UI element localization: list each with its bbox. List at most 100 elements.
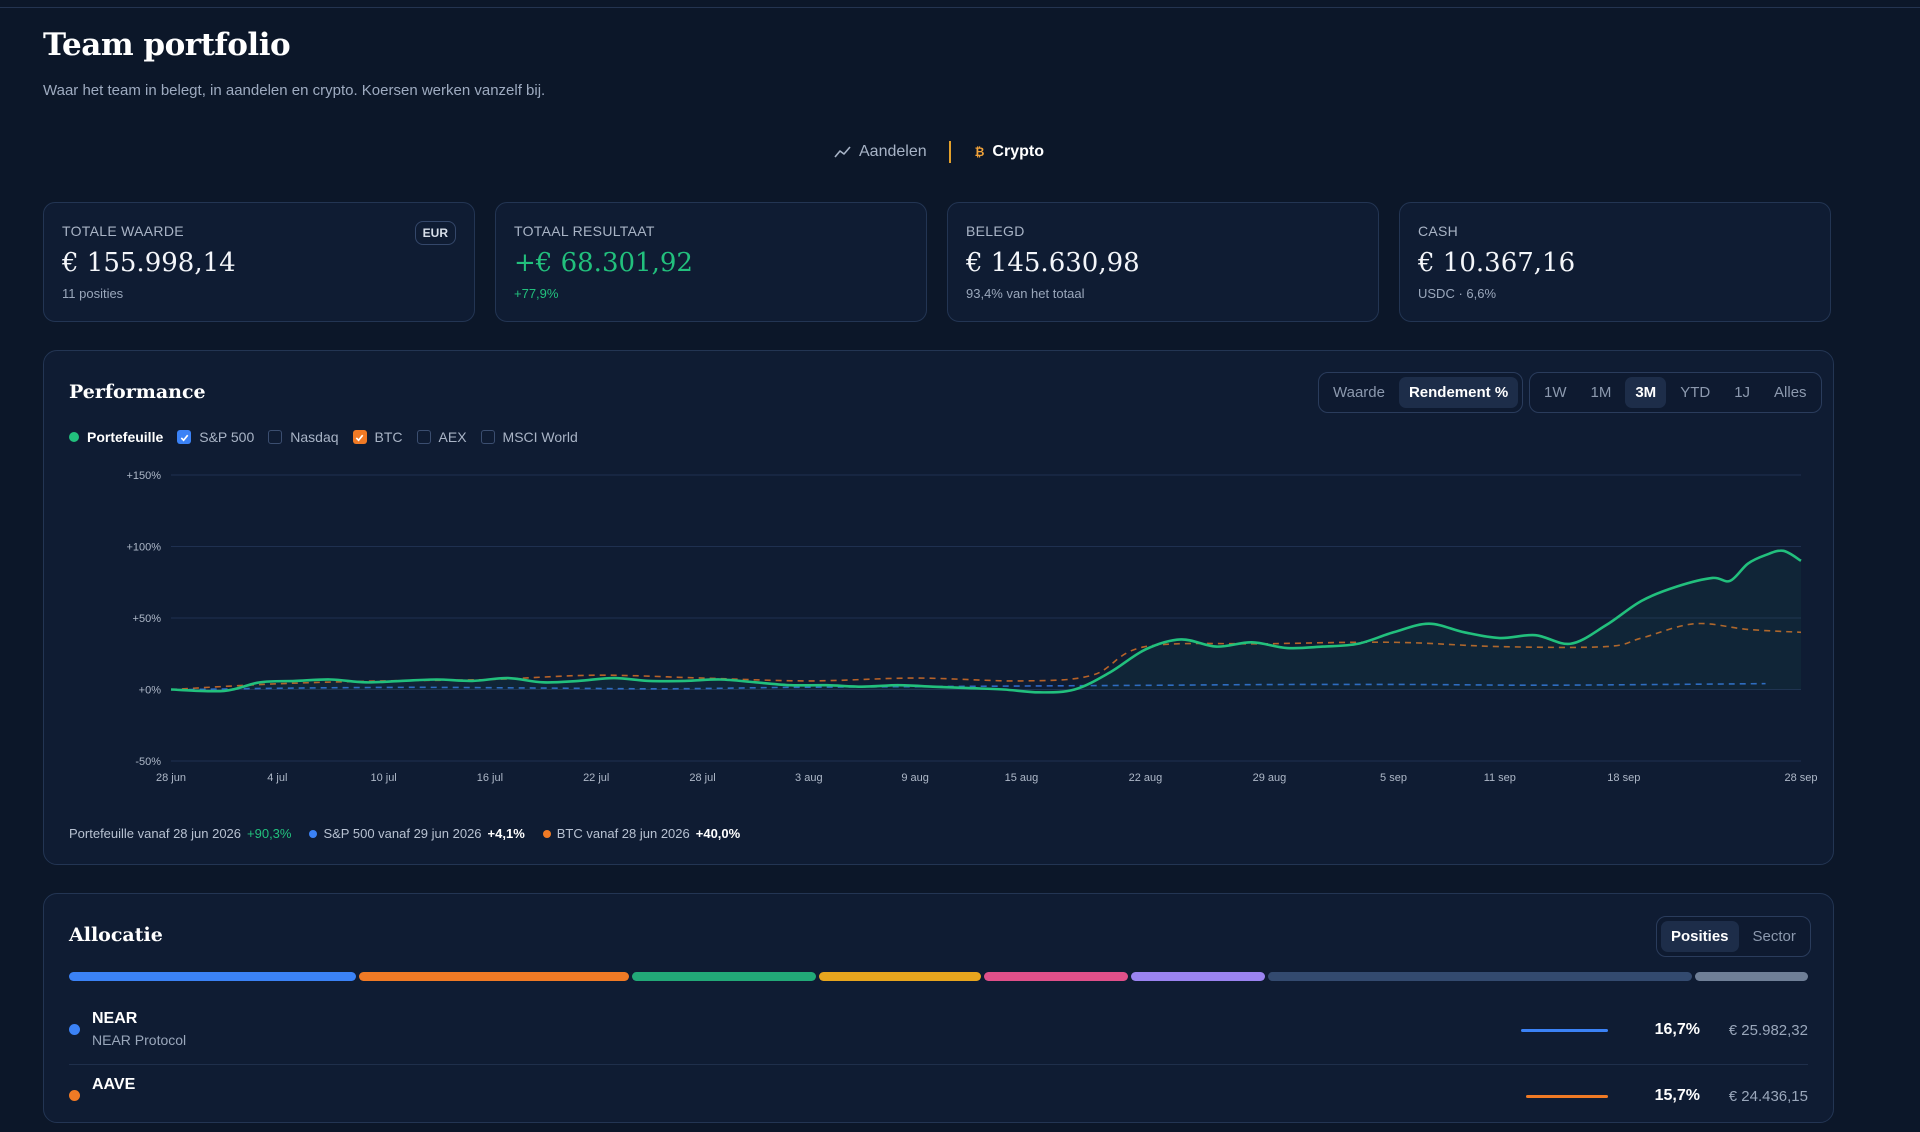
card-label: BELEGD	[966, 223, 1025, 239]
x-tick-label: 5 sep	[1380, 772, 1407, 784]
blue-dot-icon	[309, 829, 318, 838]
range-1w[interactable]: 1W	[1544, 384, 1567, 401]
footer-btc: BTC vanaf 28 jun 2026 +40,0%	[542, 826, 741, 841]
allocation-segment[interactable]	[819, 972, 981, 981]
row-divider	[69, 1064, 1808, 1065]
card-value: +€ 68.301,92	[514, 248, 693, 278]
tab-sector[interactable]: Sector	[1752, 928, 1796, 945]
footer-portefeuille: Portefeuille vanaf 28 jun 2026 +90,3%	[69, 826, 291, 841]
color-dot-icon	[69, 1090, 80, 1101]
legend-portefeuille[interactable]: Portefeuille	[69, 429, 163, 445]
allocation-title: Allocatie	[69, 924, 163, 946]
y-tick-label: +100%	[126, 542, 161, 554]
row-percentage: 16,7%	[1654, 1021, 1700, 1038]
allocation-panel: Allocatie Posities Sector NEAR NEAR Prot…	[43, 893, 1834, 1123]
range-alles[interactable]: Alles	[1774, 384, 1807, 401]
performance-chart[interactable]: -50% +0% +50% +100% +150% 28 jun 4 jul 10 jul 16…	[44, 351, 1833, 821]
series-line-btc	[170, 622, 1802, 691]
legend-label: Nasdaq	[290, 429, 339, 445]
allocation-segment[interactable]	[983, 972, 1129, 981]
green-dot-icon	[69, 432, 79, 442]
legend-sp500[interactable]: S&P 500	[177, 429, 254, 445]
card-sub: 93,4% van het totaal	[966, 286, 1085, 301]
mode-waarde[interactable]: Waarde	[1333, 384, 1385, 401]
footer-sp500: S&P 500 vanaf 29 jun 2026 +4,1%	[309, 826, 525, 841]
range-1j[interactable]: 1J	[1734, 384, 1751, 401]
tab-crypto-label: Crypto	[992, 143, 1044, 160]
row-amount: € 25.982,32	[1728, 1022, 1808, 1039]
range-3m[interactable]: 3M	[1625, 377, 1667, 408]
card-value: € 145.630,98	[966, 248, 1140, 278]
allocation-segment[interactable]	[69, 972, 357, 981]
allocation-segment[interactable]	[1131, 972, 1266, 981]
x-tick-label: 9 aug	[901, 772, 929, 784]
footer-text: S&P 500 vanaf 29 jun 2026	[323, 826, 482, 841]
top-border	[0, 7, 1920, 8]
footer-text: Portefeuille vanaf 28 jun 2026	[69, 826, 242, 841]
row-share-bar	[1521, 1029, 1608, 1032]
trend-line-icon	[834, 146, 851, 158]
allocation-segment[interactable]	[1268, 972, 1692, 981]
chart-footer: Portefeuille vanaf 28 jun 2026 +90,3% S&…	[69, 826, 758, 841]
footer-value: +40,0%	[695, 826, 741, 841]
chart-legend: Portefeuille S&P 500 Nasdaq BTC AEX MSCI…	[69, 429, 592, 445]
card-sub: 11 posities	[62, 286, 124, 301]
card-label: TOTAAL RESULTAAT	[514, 223, 655, 239]
legend-btc[interactable]: BTC	[352, 429, 403, 445]
card-value: € 155.998,14	[62, 248, 236, 278]
x-tick-label: 28 jun	[156, 772, 186, 784]
series-area-portefeuille	[171, 550, 1801, 693]
tab-aandelen-label: Aandelen	[859, 143, 927, 160]
card-label: TOTALE WAARDE	[62, 223, 184, 239]
x-tick-label: 4 jul	[267, 772, 287, 784]
range-1m[interactable]: 1M	[1590, 384, 1612, 401]
checkbox-checked-icon[interactable]	[177, 430, 192, 444]
currency-badge[interactable]: EUR	[414, 221, 456, 245]
x-tick-label: 22 jul	[583, 772, 609, 784]
mode-rendement[interactable]: Rendement %	[1398, 377, 1519, 408]
series-line-portefeuille	[170, 549, 1802, 694]
card-totaal-resultaat: TOTAAL RESULTAAT +€ 68.301,92 +77,9%	[495, 202, 927, 322]
legend-aex[interactable]: AEX	[416, 429, 467, 445]
card-totale-waarde: TOTALE WAARDE € 155.998,14 11 posities E…	[43, 202, 475, 322]
y-tick-label: +50%	[133, 613, 162, 625]
page-subtitle: Waar het team in belegt, in aandelen en …	[43, 82, 546, 99]
x-tick-label: 3 aug	[795, 772, 823, 784]
card-value: € 10.367,16	[1418, 248, 1576, 278]
orange-dot-icon	[542, 829, 551, 838]
checkbox-checked-icon[interactable]	[352, 430, 367, 444]
tab-posities[interactable]: Posities	[1661, 921, 1739, 952]
y-tick-label: -50%	[135, 756, 161, 768]
legend-msci-world[interactable]: MSCI World	[480, 429, 578, 445]
tab-aandelen[interactable]: Aandelen	[834, 143, 927, 161]
checkbox-empty-icon[interactable]	[480, 430, 495, 444]
x-tick-label: 18 sep	[1607, 772, 1640, 784]
list-item[interactable]: AAVE 15,7% € 24.436,15	[69, 1072, 1808, 1132]
color-dot-icon	[69, 1024, 80, 1035]
checkbox-empty-icon[interactable]	[268, 430, 283, 444]
x-tick-label: 11 sep	[1484, 772, 1516, 784]
legend-nasdaq[interactable]: Nasdaq	[268, 429, 339, 445]
legend-label: AEX	[438, 429, 467, 445]
allocation-segment[interactable]	[1694, 972, 1808, 981]
y-tick-label: +150%	[126, 470, 161, 482]
x-tick-label: 29 aug	[1253, 772, 1287, 784]
footer-value: +90,3%	[247, 826, 292, 841]
row-amount: € 24.436,15	[1728, 1088, 1808, 1105]
allocation-segment[interactable]	[632, 972, 817, 981]
tab-crypto[interactable]: ₿ Crypto	[975, 143, 1044, 161]
list-item[interactable]: NEAR NEAR Protocol 16,7% € 25.982,32	[69, 1006, 1808, 1066]
bitcoin-icon: ₿	[974, 145, 985, 159]
switch-divider	[948, 141, 951, 163]
range-ytd[interactable]: YTD	[1680, 384, 1711, 401]
legend-label: Portefeuille	[87, 429, 164, 445]
performance-title: Performance	[69, 381, 206, 403]
legend-label: MSCI World	[502, 429, 578, 445]
row-symbol: NEAR	[92, 1010, 138, 1027]
allocation-segment[interactable]	[359, 972, 630, 981]
range-toggle: 1W 1M 3M YTD 1J Alles	[1529, 372, 1822, 413]
checkbox-empty-icon[interactable]	[416, 430, 431, 444]
allocation-toggle: Posities Sector	[1656, 916, 1811, 957]
x-tick-label: 22 aug	[1129, 772, 1163, 784]
x-tick-label: 16 jul	[477, 772, 503, 784]
